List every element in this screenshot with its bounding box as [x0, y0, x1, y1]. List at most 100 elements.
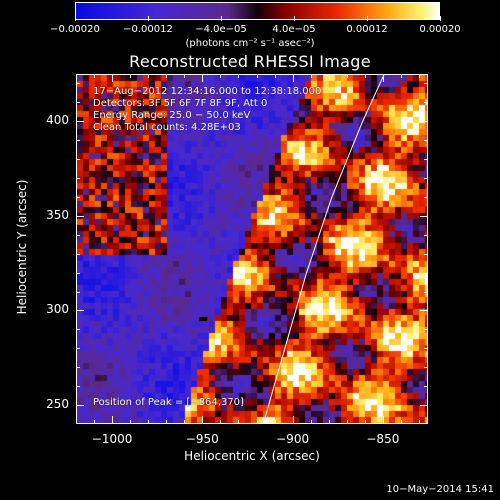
x-tick-mark-top	[292, 74, 294, 82]
y-tick-mark-left	[76, 121, 84, 123]
x-tick-mark-top	[220, 74, 222, 78]
x-tick-mark-top	[256, 74, 258, 78]
y-tick-label-3: 400	[46, 113, 69, 128]
x-tick-mark-top	[328, 74, 330, 78]
y-tick-mark-left	[76, 253, 80, 255]
colorbar-tick-label-3: 4.0e−05	[272, 24, 316, 35]
y-tick-mark-left	[76, 405, 84, 407]
x-tick-mark-top	[130, 74, 132, 78]
x-tick-label-3: −850	[366, 432, 400, 446]
y-tick-mark-right	[424, 367, 428, 369]
annotation-time: 17−Aug−2012 12:34:16.000 to 12:38:18.000	[93, 86, 322, 97]
y-tick-mark-left	[76, 196, 80, 198]
x-tick-mark-bottom	[166, 420, 168, 424]
x-tick-mark-top	[184, 74, 186, 78]
y-tick-label-1: 300	[46, 302, 69, 317]
x-tick-mark-top	[94, 74, 96, 78]
peak-marker	[199, 317, 208, 322]
x-tick-mark-top	[166, 74, 168, 78]
colorbar-tick-mark-0	[75, 16, 76, 21]
colorbar-tick-label-2: −4.0e−05	[195, 24, 247, 35]
x-tick-mark-top	[310, 74, 312, 78]
x-tick-mark-top	[274, 74, 276, 78]
x-tick-mark-bottom	[310, 420, 312, 424]
plot-area	[76, 74, 428, 424]
x-tick-mark-bottom	[130, 420, 132, 424]
colorbar	[75, 2, 440, 20]
y-tick-mark-right	[424, 102, 428, 104]
x-tick-mark-top	[346, 74, 348, 78]
annotation-clean: Clean Total counts: 4.28E+03	[93, 122, 241, 133]
x-tick-mark-bottom	[292, 416, 294, 424]
colorbar-tick-mark-4	[367, 16, 368, 21]
x-tick-mark-bottom	[274, 420, 276, 424]
y-tick-mark-right	[424, 178, 428, 180]
x-tick-mark-bottom	[346, 420, 348, 424]
x-tick-mark-bottom	[94, 420, 96, 424]
solar-limb-line	[262, 75, 385, 423]
y-tick-label-0: 250	[46, 397, 69, 412]
plot-overlay	[199, 75, 385, 423]
chart-title: Reconstructed RHESSI Image	[129, 52, 371, 71]
y-tick-mark-right	[424, 159, 428, 161]
x-tick-mark-top	[364, 74, 366, 78]
x-tick-mark-bottom	[202, 416, 204, 424]
x-tick-mark-top	[418, 74, 420, 78]
y-tick-mark-right	[424, 272, 428, 274]
x-tick-mark-bottom	[418, 420, 420, 424]
y-tick-mark-left	[76, 291, 80, 293]
y-axis-label: Heliocentric Y (arcsec)	[15, 179, 29, 315]
x-tick-label-2: −900	[276, 432, 310, 446]
x-tick-mark-bottom	[328, 420, 330, 424]
colorbar-tick-mark-1	[148, 16, 149, 21]
y-tick-mark-left	[76, 178, 80, 180]
y-tick-mark-left	[76, 367, 80, 369]
x-tick-mark-bottom	[184, 420, 186, 424]
colorbar-units: (photons cm⁻² s⁻¹ asec⁻²)	[185, 38, 315, 49]
y-tick-mark-right	[420, 121, 428, 123]
colorbar-tick-mark-5	[440, 16, 441, 21]
y-tick-mark-right	[424, 140, 428, 142]
x-tick-mark-bottom	[148, 420, 150, 424]
x-tick-mark-top	[148, 74, 150, 78]
x-tick-mark-top	[382, 74, 384, 82]
y-tick-mark-right	[424, 83, 428, 85]
colorbar-tick-label-5: 0.00020	[419, 24, 461, 35]
y-tick-mark-left	[76, 83, 80, 85]
colorbar-tick-label-0: −0.00020	[50, 24, 100, 35]
x-tick-mark-top	[238, 74, 240, 78]
colorbar-tick-label-1: −0.00012	[123, 24, 173, 35]
y-tick-mark-left	[76, 102, 80, 104]
colorbar-tick-mark-2	[221, 16, 222, 21]
x-tick-mark-bottom	[112, 416, 114, 424]
y-tick-mark-right	[424, 291, 428, 293]
annotation-detectors: Detectors: 3F 5F 6F 7F 8F 9F, Att 0	[93, 98, 268, 109]
y-tick-mark-left	[76, 329, 80, 331]
y-tick-mark-right	[420, 215, 428, 217]
y-tick-mark-right	[424, 253, 428, 255]
x-tick-label-0: −1000	[91, 432, 133, 446]
y-tick-mark-right	[424, 348, 428, 350]
x-tick-mark-bottom	[238, 420, 240, 424]
y-tick-mark-left	[76, 215, 84, 217]
y-tick-mark-left	[76, 272, 80, 274]
y-tick-mark-left	[76, 386, 80, 388]
x-tick-mark-top	[400, 74, 402, 78]
x-tick-label-1: −950	[185, 432, 219, 446]
x-tick-mark-bottom	[256, 420, 258, 424]
x-tick-mark-bottom	[364, 420, 366, 424]
y-tick-mark-left	[76, 310, 84, 312]
x-tick-mark-bottom	[400, 420, 402, 424]
colorbar-tick-mark-3	[294, 16, 295, 21]
x-tick-mark-bottom	[382, 416, 384, 424]
y-tick-mark-right	[420, 405, 428, 407]
y-tick-mark-right	[424, 329, 428, 331]
y-tick-mark-right	[420, 310, 428, 312]
x-tick-mark-top	[112, 74, 114, 82]
heatmap-image	[77, 75, 427, 423]
y-tick-mark-right	[424, 196, 428, 198]
y-tick-mark-right	[424, 386, 428, 388]
y-tick-mark-left	[76, 159, 80, 161]
annotation-peak: Position of Peak = [−864,370]	[93, 397, 244, 408]
x-tick-mark-top	[202, 74, 204, 82]
